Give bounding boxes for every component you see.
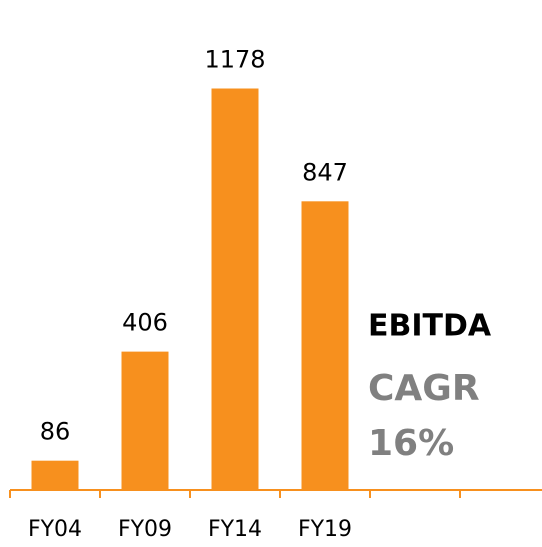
x-tick-label: FY19 xyxy=(298,517,352,542)
bar xyxy=(211,88,259,490)
x-tick-label: FY09 xyxy=(118,517,172,542)
bar xyxy=(121,351,169,490)
x-tick-label: FY04 xyxy=(28,517,82,542)
annotation: EBITDA xyxy=(368,309,492,344)
bar xyxy=(301,201,349,491)
value-label: 847 xyxy=(302,158,348,186)
bar xyxy=(31,460,79,490)
annotation: CAGR xyxy=(368,368,480,409)
value-label: 1178 xyxy=(204,45,265,73)
annotation: 16% xyxy=(368,423,454,464)
x-tick-label: FY14 xyxy=(208,517,262,542)
value-label: 86 xyxy=(40,418,71,446)
value-label: 406 xyxy=(122,309,168,337)
